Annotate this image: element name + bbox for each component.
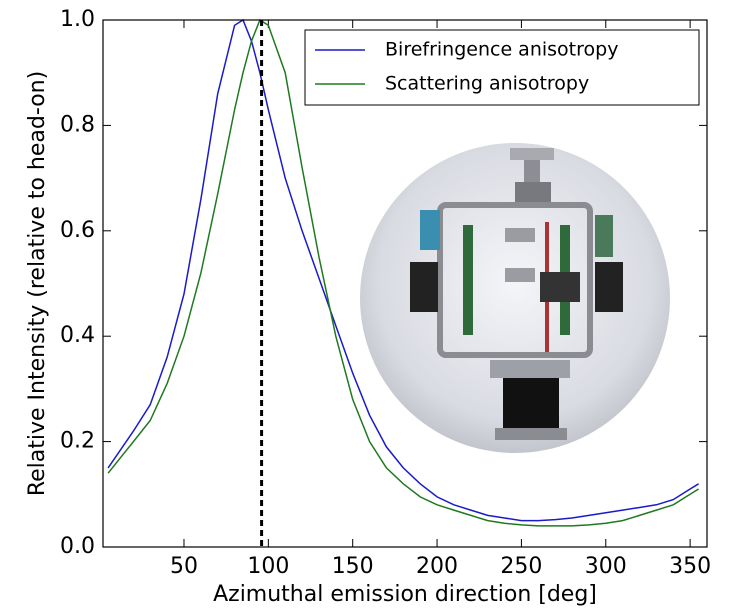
y-tick-label: 0.6 [60, 218, 95, 243]
x-axis-label: Azimuthal emission direction [deg] [213, 582, 597, 607]
legend-label: Birefringence anisotropy [385, 39, 618, 61]
series-line [107, 18, 699, 522]
x-tick-label: 50 [170, 554, 198, 579]
y-tick-label: 0.0 [60, 534, 95, 559]
y-tick-label: 1.0 [60, 7, 95, 32]
legend-label: Scattering anisotropy [385, 73, 589, 95]
x-tick-label: 150 [332, 554, 374, 579]
inset-illustration [360, 143, 670, 453]
plot-frame [102, 19, 708, 548]
y-tick-label: 0.8 [60, 112, 95, 137]
y-tick-label: 0.4 [60, 323, 95, 348]
x-tick-label: 250 [500, 554, 542, 579]
y-axis-label: Relative Intensity (relative to head-on) [25, 71, 50, 496]
x-tick-label: 100 [247, 554, 289, 579]
x-tick-label: 200 [416, 554, 458, 579]
x-tick-label: 300 [585, 554, 627, 579]
x-tick-label: 350 [669, 554, 711, 579]
y-tick-label: 0.2 [60, 429, 95, 454]
legend-box [304, 29, 700, 106]
series-line [107, 18, 699, 527]
